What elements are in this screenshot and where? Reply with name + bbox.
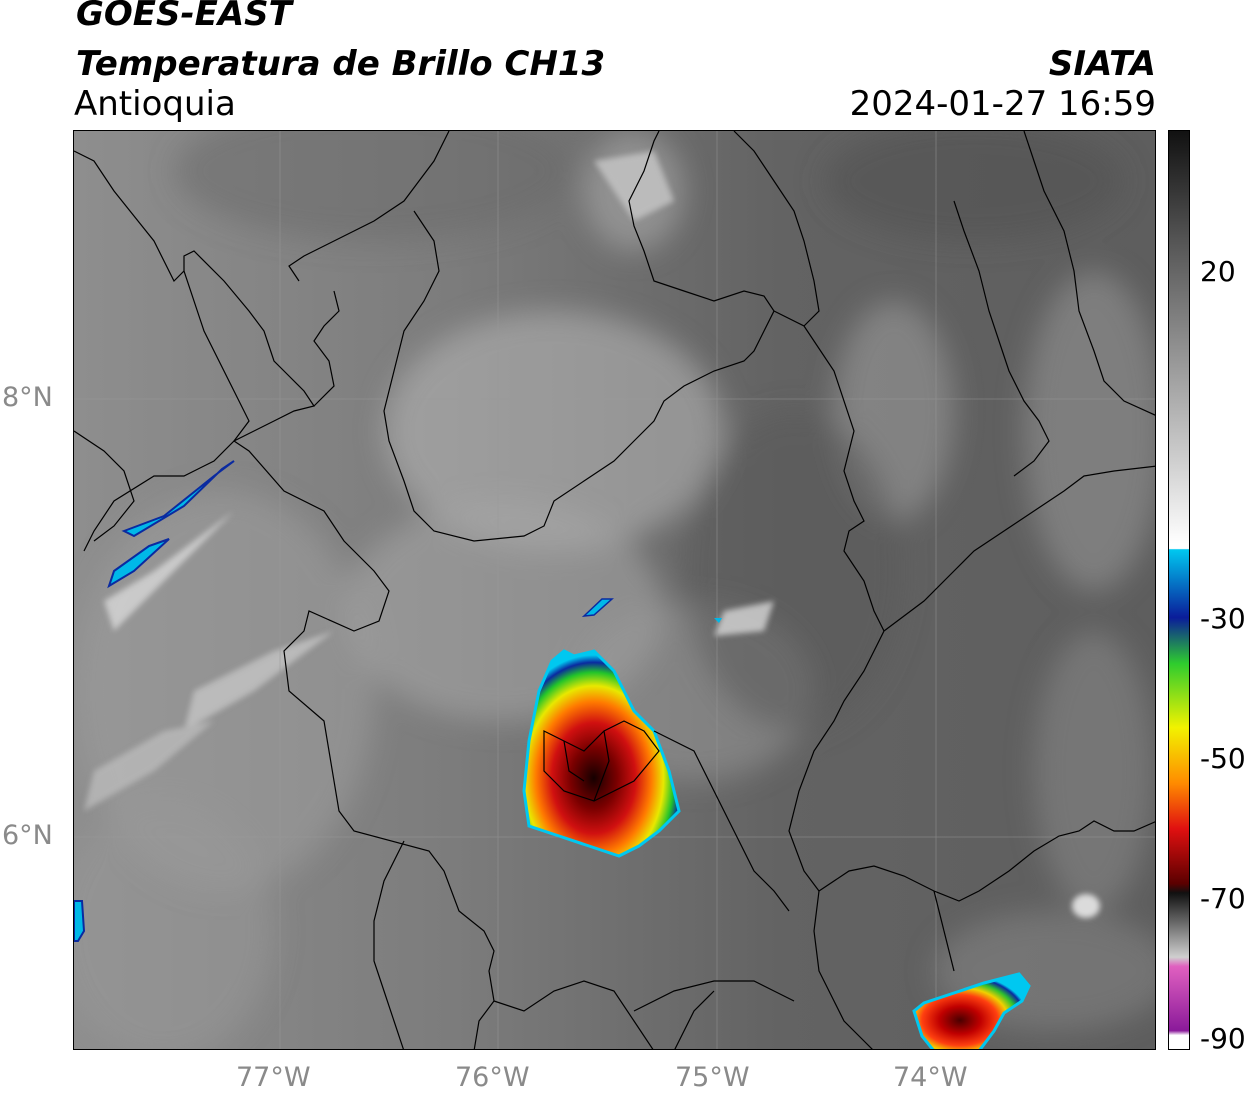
convective-storm-medellin bbox=[522, 649, 681, 858]
satellite-map[interactable] bbox=[73, 130, 1156, 1050]
lat-label-8n: 8°N bbox=[2, 382, 53, 413]
timestamp-label: 2024-01-27 16:59 bbox=[849, 84, 1156, 124]
cold-cloud-west bbox=[74, 460, 722, 942]
colorbar bbox=[1168, 130, 1190, 1050]
colorbar-tick-minus30: -30 bbox=[1200, 602, 1246, 635]
region-label: Antioquia bbox=[74, 84, 236, 124]
cloud-streaks bbox=[84, 151, 1100, 918]
convective-storm-southeast bbox=[912, 972, 1031, 1049]
political-borders bbox=[74, 131, 1155, 1049]
lon-label-74w: 74°W bbox=[893, 1062, 968, 1093]
satellite-title: GOES-EAST bbox=[76, 0, 292, 34]
product-title: Temperatura de Brillo CH13 bbox=[76, 44, 606, 84]
organization-label: SIATA bbox=[1048, 44, 1156, 84]
colorbar-tick-minus70: -70 bbox=[1200, 882, 1246, 915]
lon-label-76w: 76°W bbox=[455, 1062, 530, 1093]
map-imagery bbox=[74, 131, 1155, 1049]
colorbar-tick-20: 20 bbox=[1200, 255, 1236, 288]
lon-label-77w: 77°W bbox=[236, 1062, 311, 1093]
cloud-texture bbox=[74, 131, 1155, 1049]
colorbar-tick-minus90: -90 bbox=[1200, 1022, 1246, 1055]
lon-label-75w: 75°W bbox=[675, 1062, 750, 1093]
colorbar-tick-minus50: -50 bbox=[1200, 742, 1246, 775]
lat-label-6n: 6°N bbox=[2, 820, 53, 851]
